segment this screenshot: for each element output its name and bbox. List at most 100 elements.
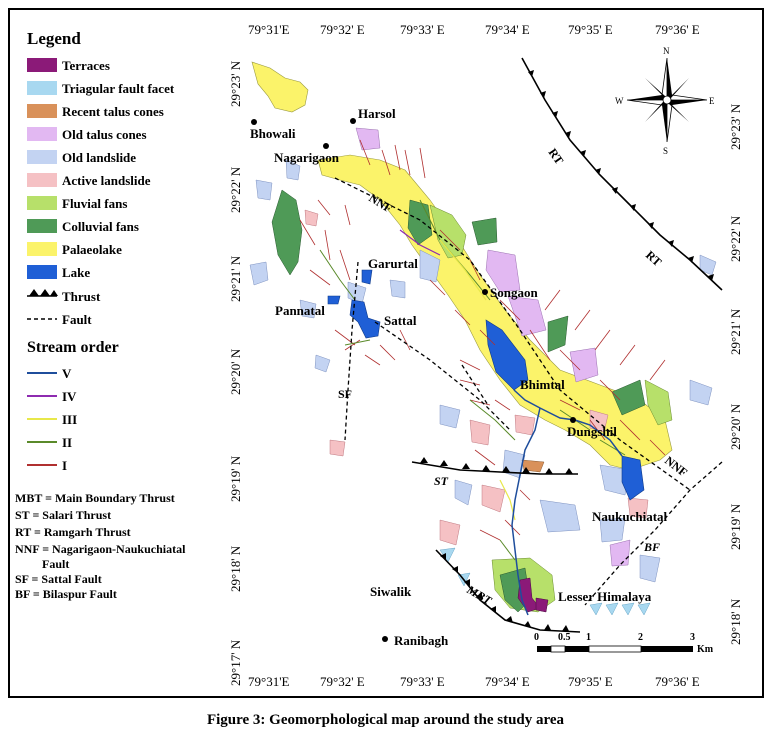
lake-polygons [327,269,645,501]
geomorphological-map: Legend Terraces Triagular fault facet Re… [15,22,743,689]
longitude-labels-bottom: 79°31'E 79°32' E 79°33' E 79°34' E 79°35… [248,674,700,689]
map-frame [8,8,764,698]
scale-2: 2 [638,632,643,643]
legend-label-palaeolake: Palaeolake [62,242,122,257]
place-dungshil: Dungshil [567,424,617,439]
legend-swatch-palaeolake [27,242,57,256]
lon-bottom-6: 79°36' E [655,674,700,689]
place-bhimtal: Bhimtal [520,377,565,392]
compass-rose: N S E W [615,46,715,156]
lat-left-3: 29°21' N [228,255,243,302]
scale-3: 3 [690,632,695,643]
figure-caption: Figure 3: Geomorphological map around th… [206,712,565,728]
sattal-branch-fault-line [374,321,511,431]
lon-bottom-3: 79°33' E [400,674,445,689]
active-landslide-polygons [304,209,649,546]
settlement-points [251,118,576,642]
legend-swatch-colluvial-fans [27,219,57,233]
lat-left-1: 29°23' N [228,60,243,107]
place-garurtal: Garurtal [368,256,418,271]
lat-right-5: 29°19' N [728,503,743,550]
lon-bottom-2: 79°32' E [320,674,365,689]
lat-left-5: 29°19' N [228,455,243,502]
scale-bar: 0 0.5 1 2 3 Km [534,632,714,655]
place-bhowali: Bhowali [250,126,296,141]
lon-top-6: 79°36' E [655,22,700,37]
lon-top-1: 79°31'E [248,22,290,37]
abbr-nnf-cont: Fault [15,557,69,571]
legend-label-stream-iv: IV [62,389,77,404]
rt-thrust-line [521,57,723,291]
legend-label-stream-i: I [62,458,67,473]
lat-left-2: 29°22' N [228,166,243,213]
place-labels: Bhowali Harsol Nagarigaon Garurtal Songa… [250,106,668,648]
legend-label-fault-facet: Triagular fault facet [62,81,175,96]
bf-fault-line [584,461,723,606]
legend-swatch-lake [27,265,57,279]
legend-label-terraces: Terraces [62,58,110,73]
legend-swatch-fluvial-fans [27,196,57,210]
lon-top-5: 79°35' E [568,22,613,37]
stream-order-4 [399,229,441,256]
abbr-mbt: MBT = Main Boundary Thrust [15,491,175,505]
lat-right-4: 29°20' N [728,403,743,450]
label-st: ST [434,474,449,488]
place-siwalik: Siwalik [370,584,412,599]
lat-right-3: 29°21' N [728,308,743,355]
harsol-point [350,118,356,124]
bhowali-point [251,119,257,125]
palaeolake-polygons [251,61,673,471]
scale-0-5: 0.5 [558,632,571,643]
legend-label-stream-iii: III [62,412,77,427]
legend-swatch-fault-facet [27,81,57,95]
place-naukuchiatal: Naukuchiatal [592,509,668,524]
compass-e: E [709,96,715,106]
place-pannatal: Pannatal [275,303,325,318]
label-rt-1: RT [546,146,567,167]
lon-bottom-5: 79°35' E [568,674,613,689]
nnf-fault-line [334,177,691,491]
legend-swatch-old-talus [27,127,57,141]
lat-right-6: 29°18' N [728,598,743,645]
legend-text: Legend Terraces Triagular fault facet Re… [27,29,175,473]
thrusts [411,57,723,633]
abbr-nnf: NNF = Nagarigaon-Naukuchiatal [15,542,186,556]
lat-right-2: 29°22' N [728,215,743,262]
lat-right-1: 29°23' N [728,103,743,150]
place-harsol: Harsol [358,106,396,121]
scale-unit: Km [697,644,714,655]
compass-w: W [615,96,624,106]
abbr-bf: BF = Bilaspur Fault [15,587,117,601]
abbr-rt: RT = Ramgarh Thrust [15,525,131,539]
label-rt-2: RT [643,248,664,269]
lat-left-4: 29°20' N [228,348,243,395]
map-features [249,57,723,633]
abbreviation-list: MBT = Main Boundary Thrust ST = Salari T… [15,491,186,601]
sattal-fault-line [344,261,359,441]
lon-top-3: 79°33' E [400,22,445,37]
place-ranibagh: Ranibagh [394,633,449,648]
longitude-labels-top: 79°31'E 79°32' E 79°33' E 79°34' E 79°35… [248,22,700,37]
scale-0: 0 [534,632,539,643]
lat-left-6: 29°18' N [228,545,243,592]
legend-swatch-active-landslide [27,173,57,187]
minor-fault-line [461,364,489,406]
scale-1: 1 [586,632,591,643]
place-nagarigaon: Nagarigaon [274,150,340,165]
songaon-point [482,289,488,295]
latitude-labels-left: 29°23' N 29°22' N 29°21' N 29°20' N 29°1… [228,60,243,686]
stream-order-1 [299,139,666,541]
lon-top-2: 79°32' E [320,22,365,37]
label-sf: SF [338,387,352,401]
ranibagh-point [382,636,388,642]
lat-left-7: 29°17' N [228,639,243,686]
legend-swatch-terraces [27,58,57,72]
legend-label-active-landslide: Active landslide [62,173,151,188]
legend-label-fluvial-fans: Fluvial fans [62,196,127,211]
st-thrust-line [411,461,578,475]
abbr-st: ST = Salari Thrust [15,508,111,522]
compass-n: N [663,46,670,56]
legend-label-stream-ii: II [62,435,72,450]
legend-title: Legend [27,29,81,48]
thrust-teeth [420,70,714,631]
